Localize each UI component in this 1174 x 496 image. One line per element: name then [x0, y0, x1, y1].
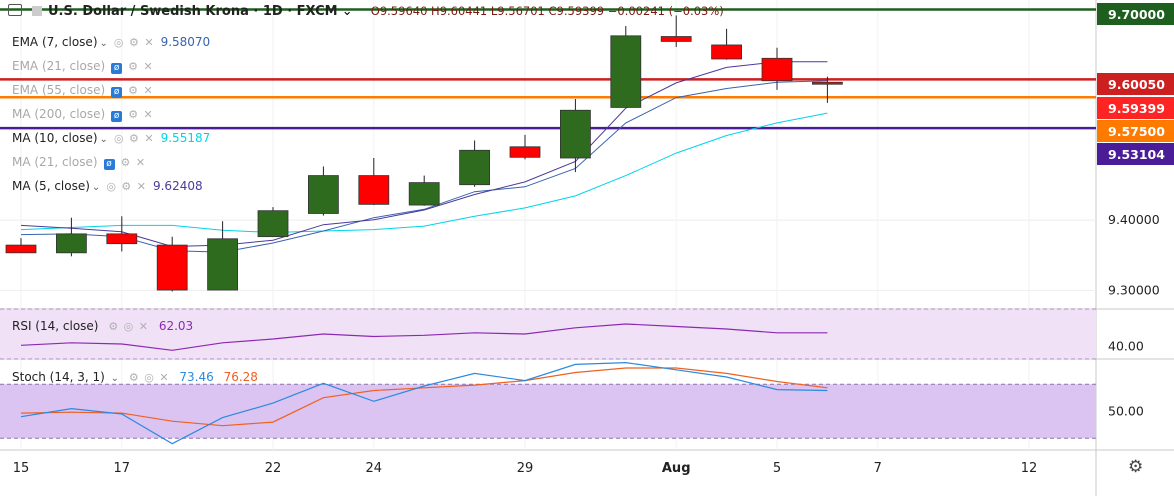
indicator-legend-name: MA (21, close): [12, 155, 98, 169]
symbol-title[interactable]: U.S. Dollar / Swedish Krona · 1D · FXCM: [48, 4, 338, 19]
hidden-eye-icon[interactable]: ø: [111, 63, 123, 74]
indicator-legend[interactable]: MA (21, close) ø ⚙ ✕: [12, 155, 146, 170]
rsi-legend-name: RSI (14, close): [12, 319, 99, 333]
candle: [761, 57, 793, 82]
indicator-legend[interactable]: MA (10, close) ⌄ ◎ ⚙ ✕ 9.55187: [12, 131, 210, 145]
rsi-legend-controls[interactable]: ⚙ ◎ ✕: [108, 320, 149, 333]
ma10-line: [20, 112, 828, 234]
indicator-legend[interactable]: MA (5, close) ⌄ ◎ ⚙ ✕ 9.62408: [12, 179, 203, 193]
indicator-legend-name: EMA (21, close): [12, 59, 106, 73]
price-level-label: 9.59399: [1108, 101, 1165, 116]
indicator-legend[interactable]: EMA (7, close) ⌄ ◎ ⚙ ✕ 9.58070: [12, 35, 210, 49]
indicator-legend-controls[interactable]: ◎ ⚙ ✕: [106, 180, 147, 193]
indicator-legend[interactable]: MA (200, close) ø ⚙ ✕: [12, 107, 154, 122]
indicator-legend-controls[interactable]: ⚙ ✕: [128, 84, 154, 97]
stoch-k-value: 73.46: [179, 370, 214, 384]
indicator-legend[interactable]: EMA (21, close) ø ⚙ ✕: [12, 59, 154, 74]
candle: [408, 182, 440, 206]
rsi-tick-label: 40.00: [1108, 339, 1144, 354]
stoch-legend-name: Stoch (14, 3, 1): [12, 370, 105, 384]
candle: [812, 81, 843, 85]
price-level-label: 9.53104: [1108, 147, 1165, 162]
candle: [660, 36, 692, 42]
rsi-band: [0, 309, 1096, 359]
x-tick-label: 15: [13, 461, 30, 476]
indicator-legend[interactable]: EMA (55, close) ø ⚙ ✕: [12, 83, 154, 98]
stoch-band: [0, 384, 1096, 439]
gear-icon[interactable]: ⚙: [1128, 457, 1144, 477]
y-tick-label: 9.40000: [1108, 212, 1160, 227]
stoch-k-line: [20, 361, 828, 445]
indicator-legend-value: 9.62408: [152, 179, 203, 193]
indicator-legend-name: MA (5, close): [12, 179, 90, 193]
ema7-line: [20, 61, 828, 248]
x-tick-label: 22: [265, 461, 282, 476]
price-level-label: 9.70000: [1108, 7, 1165, 22]
rsi-legend-value: 62.03: [158, 319, 194, 333]
x-tick-label: Aug: [662, 461, 691, 476]
x-tick-label: 5: [773, 461, 781, 476]
candle: [5, 244, 37, 254]
x-tick-label: 17: [114, 461, 131, 476]
indicator-legend-controls[interactable]: ⚙ ✕: [120, 156, 147, 169]
chevron-down-icon[interactable]: ⌄: [99, 38, 108, 49]
stoch-legend[interactable]: Stoch (14, 3, 1) ⌄ ⚙ ◎ ✕ 73.46 76.28: [12, 370, 258, 384]
candle: [711, 44, 742, 60]
candle: [307, 175, 339, 214]
ohlc-readout: O9.59640 H9.60441 L9.56701 C9.59399 −0.0…: [370, 4, 724, 18]
candle: [509, 146, 541, 158]
menu-icon[interactable]: [8, 4, 22, 16]
stoch-tick-label: 50.00: [1108, 403, 1144, 418]
price-level-tag: [1097, 143, 1174, 165]
hidden-eye-icon[interactable]: ø: [111, 87, 123, 98]
price-level-tag: [1097, 120, 1174, 142]
stoch-legend-controls[interactable]: ⚙ ◎ ✕: [128, 371, 170, 384]
indicator-legend-name: EMA (55, close): [12, 83, 106, 97]
ma5-line: [20, 80, 828, 253]
price-level-label: 9.60050: [1108, 77, 1165, 92]
stoch-d-value: 76.28: [223, 370, 258, 384]
indicator-legend-name: MA (200, close): [12, 107, 106, 121]
rsi-legend[interactable]: RSI (14, close) ⚙ ◎ ✕ 62.03: [12, 319, 193, 333]
y-tick-label: 9.30000: [1108, 282, 1160, 297]
price-level-label: 9.57500: [1108, 124, 1165, 139]
x-tick-label: 24: [366, 461, 383, 476]
indicator-legend-value: 9.55187: [160, 131, 211, 145]
indicator-legend-name: MA (10, close): [12, 131, 98, 145]
hidden-eye-icon[interactable]: ø: [103, 159, 115, 170]
price-level-tag: [1097, 3, 1174, 25]
candle: [459, 149, 491, 186]
candle: [358, 175, 390, 205]
indicator-legend-controls[interactable]: ⚙ ✕: [128, 60, 154, 73]
indicator-legend-controls[interactable]: ⚙ ✕: [128, 108, 154, 121]
rsi-line: [20, 323, 828, 351]
indicator-legend-controls[interactable]: ◎ ⚙ ✕: [113, 36, 155, 49]
stoch-d-line: [20, 367, 828, 427]
candle: [106, 233, 138, 245]
price-level-tag: [1097, 73, 1174, 95]
indicator-legend-value: 9.58070: [160, 35, 211, 49]
chart-header: U.S. Dollar / Swedish Krona · 1D · FXCM …: [8, 4, 724, 19]
chevron-down-icon[interactable]: ⌄: [99, 134, 108, 145]
x-tick-label: 29: [517, 461, 534, 476]
x-tick-label: 12: [1021, 461, 1038, 476]
indicator-legend-name: EMA (7, close): [12, 35, 98, 49]
chevron-down-icon[interactable]: ⌄: [341, 4, 353, 19]
chevron-down-icon[interactable]: ⌄: [91, 182, 101, 193]
candle: [156, 244, 188, 291]
hidden-eye-icon[interactable]: ø: [111, 111, 123, 122]
collapse-icon[interactable]: [32, 6, 42, 16]
x-tick-label: 7: [874, 461, 882, 476]
candle: [560, 109, 591, 159]
candle: [56, 233, 87, 254]
indicator-legend-controls[interactable]: ◎ ⚙ ✕: [113, 132, 155, 145]
candle: [257, 210, 289, 238]
chevron-down-icon[interactable]: ⌄: [110, 373, 120, 384]
price-level-tag: [1097, 97, 1174, 119]
candle: [207, 238, 239, 291]
candle: [610, 35, 642, 108]
